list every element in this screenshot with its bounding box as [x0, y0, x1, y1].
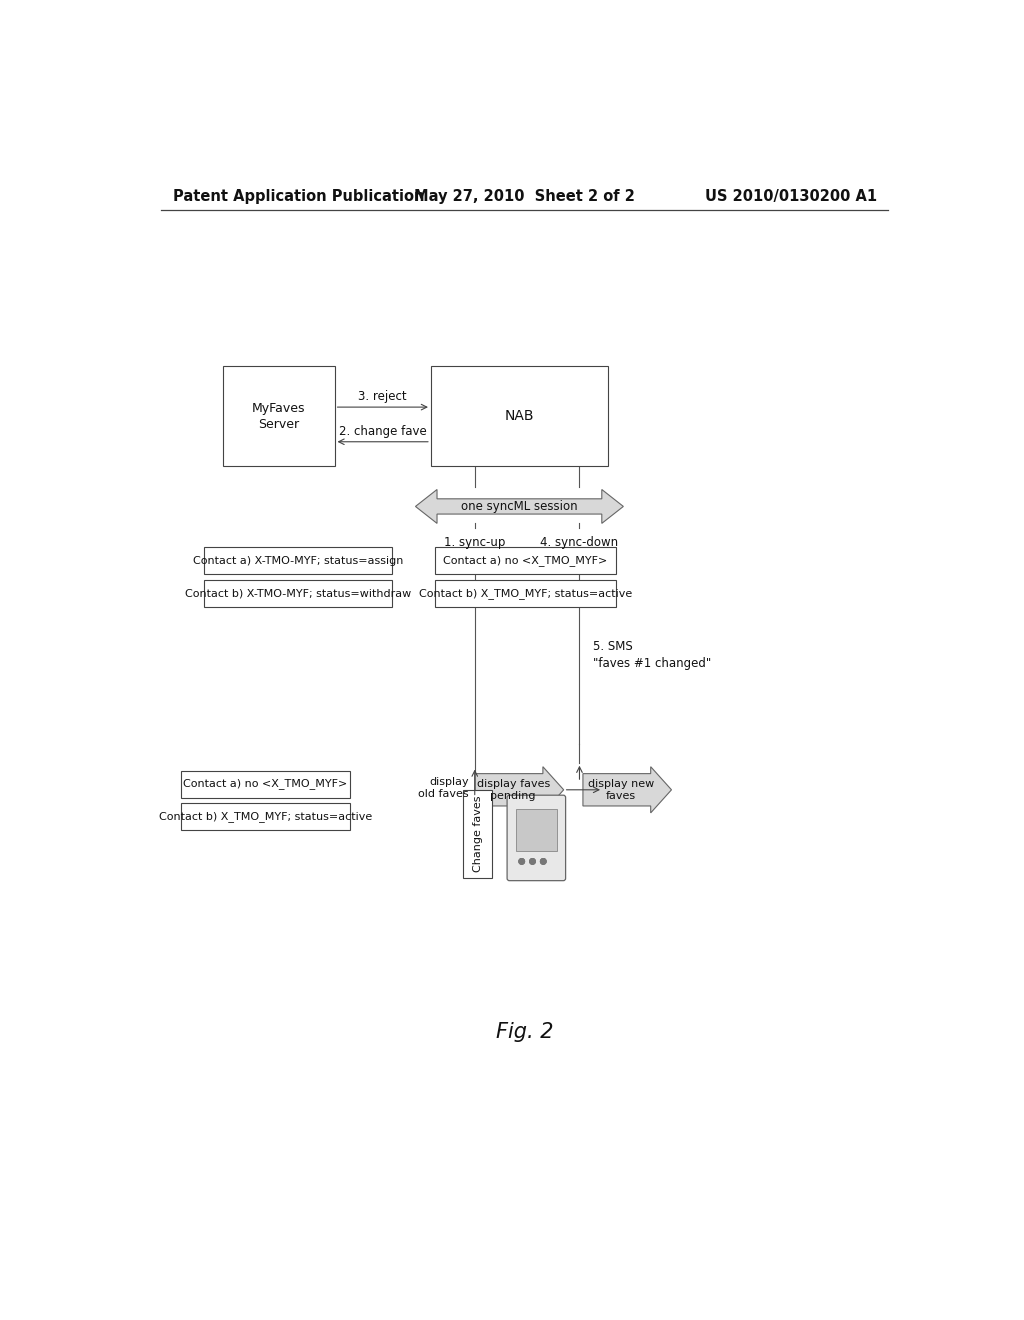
Circle shape: [519, 859, 524, 865]
Text: Patent Application Publication: Patent Application Publication: [173, 189, 424, 205]
FancyBboxPatch shape: [435, 548, 615, 574]
Text: 5. SMS
"faves #1 changed": 5. SMS "faves #1 changed": [593, 640, 711, 669]
Text: Fig. 2: Fig. 2: [496, 1023, 554, 1043]
Text: Contact b) X_TMO_MYF; status=active: Contact b) X_TMO_MYF; status=active: [419, 587, 632, 598]
Circle shape: [519, 859, 524, 865]
FancyBboxPatch shape: [180, 771, 350, 797]
Polygon shape: [583, 767, 672, 813]
Text: display new
faves: display new faves: [588, 779, 654, 801]
Circle shape: [541, 859, 546, 865]
Text: Change faves: Change faves: [473, 796, 483, 873]
Circle shape: [541, 859, 546, 865]
Text: old faves: old faves: [418, 788, 469, 799]
FancyBboxPatch shape: [204, 548, 392, 574]
Circle shape: [529, 859, 536, 865]
Circle shape: [529, 859, 536, 865]
FancyBboxPatch shape: [507, 795, 565, 880]
Text: display faves
pending: display faves pending: [476, 779, 550, 801]
FancyBboxPatch shape: [180, 803, 350, 830]
Circle shape: [529, 859, 536, 865]
Text: Contact b) X-TMO-MYF; status=withdraw: Contact b) X-TMO-MYF; status=withdraw: [185, 589, 412, 598]
Text: one syncML session: one syncML session: [461, 500, 578, 513]
Circle shape: [519, 859, 524, 865]
Text: May 27, 2010  Sheet 2 of 2: May 27, 2010 Sheet 2 of 2: [415, 189, 635, 205]
Text: 4. sync-down: 4. sync-down: [541, 536, 618, 549]
Text: US 2010/0130200 A1: US 2010/0130200 A1: [706, 189, 878, 205]
Text: 2. change fave: 2. change fave: [339, 425, 427, 438]
FancyBboxPatch shape: [463, 789, 493, 878]
Text: Contact a) X-TMO-MYF; status=assign: Contact a) X-TMO-MYF; status=assign: [193, 556, 403, 566]
Text: Contact a) no <X_TMO_MYF>: Contact a) no <X_TMO_MYF>: [183, 779, 347, 789]
FancyBboxPatch shape: [204, 579, 392, 607]
FancyBboxPatch shape: [431, 367, 608, 466]
Text: 1. sync-up: 1. sync-up: [444, 536, 506, 549]
Text: MyFaves
Server: MyFaves Server: [252, 401, 305, 430]
Polygon shape: [416, 490, 624, 524]
Text: NAB: NAB: [505, 409, 535, 424]
FancyBboxPatch shape: [435, 579, 615, 607]
Circle shape: [541, 859, 546, 865]
Polygon shape: [475, 767, 563, 813]
Text: 3. reject: 3. reject: [358, 391, 408, 404]
FancyBboxPatch shape: [515, 809, 557, 851]
Text: Contact a) no <X_TMO_MYF>: Contact a) no <X_TMO_MYF>: [443, 556, 607, 566]
Text: display: display: [429, 777, 469, 787]
Text: Contact b) X_TMO_MYF; status=active: Contact b) X_TMO_MYF; status=active: [159, 810, 372, 822]
FancyBboxPatch shape: [223, 367, 335, 466]
